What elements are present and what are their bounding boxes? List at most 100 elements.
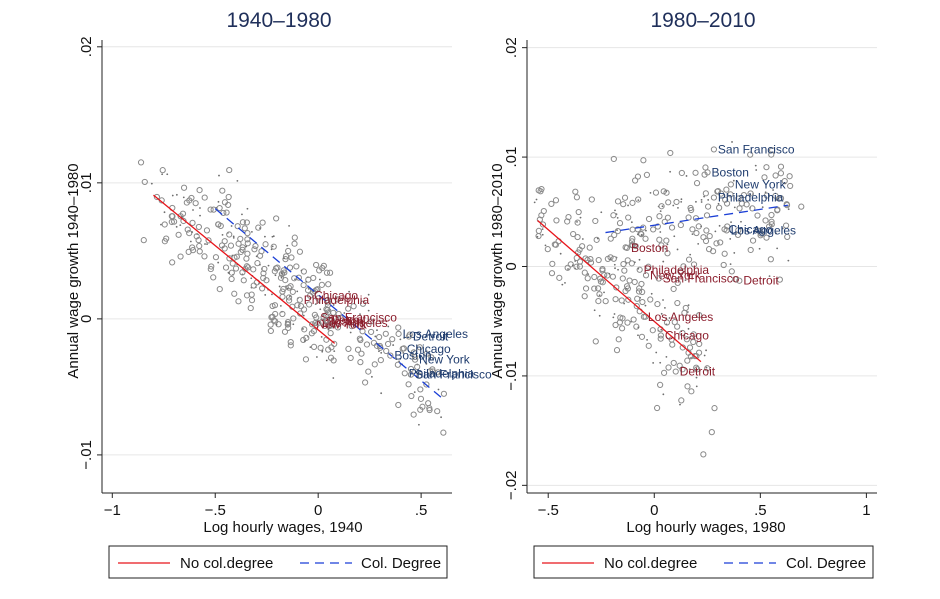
scatter-point	[761, 174, 768, 181]
scatter-point	[623, 302, 626, 305]
scatter-point	[612, 296, 619, 303]
scatter-point	[288, 224, 290, 227]
scatter-point	[407, 365, 415, 373]
scatter-point	[289, 295, 291, 298]
scatter-point	[244, 240, 251, 247]
scatter-point	[600, 211, 603, 214]
scatter-point	[700, 451, 707, 458]
scatter-point	[763, 164, 770, 171]
scatter-point	[332, 377, 335, 379]
scatter-point	[234, 223, 241, 230]
scatter-point	[637, 199, 640, 202]
scatter-point	[179, 224, 182, 227]
scatter-point	[221, 233, 224, 236]
scatter-point	[300, 268, 307, 275]
scatter-point	[226, 231, 233, 238]
scatter-point	[281, 328, 289, 335]
scatter-point	[747, 190, 754, 197]
scatter-point	[736, 205, 743, 212]
scatter-point	[596, 291, 603, 298]
scatter-point	[438, 372, 441, 375]
scatter-point	[331, 340, 338, 348]
city-marker	[710, 194, 718, 201]
scatter-point	[343, 312, 346, 314]
scatter-point	[380, 351, 383, 354]
scatter-point	[787, 259, 790, 262]
scatter-point	[740, 191, 748, 199]
chart-title: 1940–1980	[226, 9, 331, 32]
x-tick-label: 0	[314, 502, 322, 519]
scatter-point	[783, 201, 790, 208]
scatter-point	[711, 405, 718, 412]
scatter-point	[734, 231, 742, 238]
scatter-point	[633, 302, 640, 310]
scatter-point	[624, 319, 631, 326]
scatter-point	[625, 287, 628, 290]
scatter-point	[633, 261, 636, 264]
scatter-point	[637, 334, 639, 337]
scatter-point	[619, 275, 626, 282]
city-marker	[313, 314, 320, 321]
scatter-point	[782, 222, 790, 229]
scatter-point	[250, 266, 257, 273]
scatter-point	[189, 219, 196, 226]
scatter-point	[258, 248, 265, 255]
scatter-point	[647, 296, 654, 303]
scatter-point	[685, 214, 692, 221]
scatter-point	[749, 237, 757, 244]
y-tick-label: −.01	[503, 361, 520, 391]
scatter-point	[683, 336, 690, 343]
scatter-point	[405, 381, 412, 388]
scatter-point	[255, 224, 262, 231]
x-axis-label: Log hourly wages, 1940	[203, 519, 362, 536]
city-label-no-col: Boston	[631, 241, 668, 255]
scatter-point	[226, 166, 233, 174]
legend-label-no-col: No col.degree	[604, 555, 697, 572]
scatter-point	[380, 392, 383, 395]
gridlines	[527, 47, 877, 486]
scatter-point	[643, 171, 651, 178]
legend-label-col: Col. Degree	[361, 555, 441, 572]
scatter-point	[776, 276, 783, 283]
scatter-point	[633, 323, 640, 330]
scatter-point	[705, 349, 707, 352]
scatter-point	[613, 263, 616, 266]
axes: −.5 0 .5 1 −.02 −.01 0 .01 .02	[503, 37, 877, 519]
city-marker	[319, 318, 326, 325]
scatter-point	[279, 304, 282, 307]
scatter-point	[700, 201, 703, 203]
scatter-point	[659, 231, 662, 233]
scatter-point	[239, 246, 246, 253]
scatter-point	[536, 235, 539, 238]
scatter-point	[248, 297, 256, 304]
scatter-point	[285, 247, 292, 255]
scatter-point	[636, 285, 643, 292]
scatter-point	[334, 324, 342, 331]
city-label-col: Chicago	[407, 342, 451, 356]
city-label-col: New York	[419, 353, 471, 367]
scatter-point	[702, 190, 709, 197]
scatter-point	[272, 235, 275, 238]
scatter-point	[201, 253, 208, 260]
scatter-point	[544, 246, 551, 253]
scatter-point	[687, 304, 690, 307]
scatter-point	[423, 350, 430, 357]
scatter-point	[727, 191, 734, 198]
scatter-point	[216, 286, 223, 293]
scatter-point	[175, 225, 178, 228]
scatter-point	[226, 255, 233, 262]
scatter-point	[345, 305, 352, 312]
scatter-point	[652, 189, 660, 196]
scatter-point	[216, 204, 223, 212]
scatter-point	[611, 231, 618, 239]
scatter-point	[593, 236, 600, 243]
scatter-point	[233, 253, 240, 260]
scatter-point	[576, 258, 584, 265]
scatter-point	[294, 278, 296, 281]
scatter-point	[301, 326, 308, 333]
scatter-point	[775, 198, 777, 201]
scatter-point	[321, 322, 329, 329]
scatter-point	[733, 206, 736, 209]
scatter-point	[318, 281, 326, 288]
